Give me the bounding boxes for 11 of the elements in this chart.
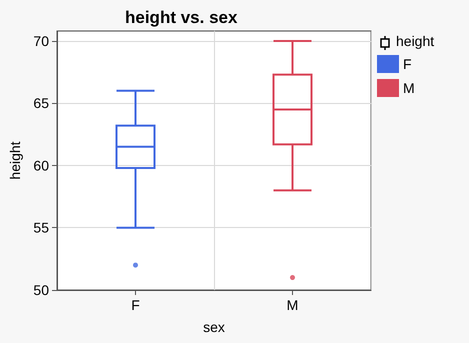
y-axis-title: height <box>7 141 23 180</box>
legend-title: height <box>396 33 434 49</box>
legend-label: F <box>403 56 412 72</box>
y-tick-label: 70 <box>33 32 50 49</box>
legend-label: M <box>403 80 415 96</box>
y-tick-label: 50 <box>33 282 50 298</box>
x-axis-title: sex <box>203 319 225 335</box>
chart-title: height vs. sex <box>125 8 238 27</box>
y-tick-label: 65 <box>33 95 50 112</box>
y-tick-label: 55 <box>33 220 50 236</box>
y-tick-label: 60 <box>33 157 50 174</box>
